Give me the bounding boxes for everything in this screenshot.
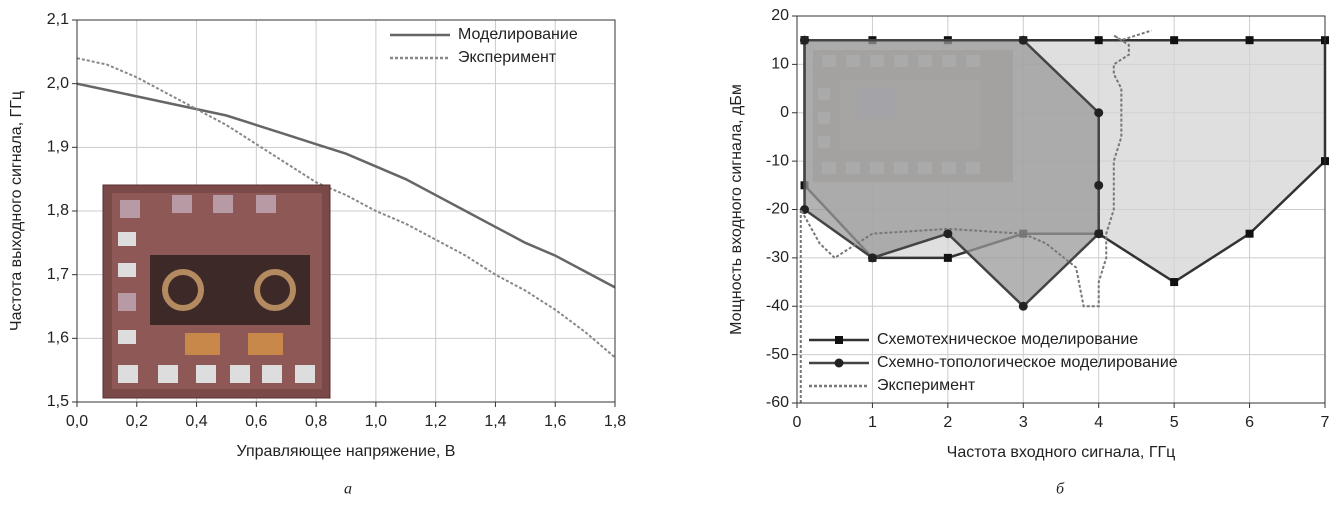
x-tick-label: 0,4 <box>185 413 207 430</box>
y-tick-label: -50 <box>766 346 789 363</box>
y-tick-label: -60 <box>766 394 789 411</box>
x-tick-label: 1,8 <box>604 413 626 430</box>
y-tick-label: 1,5 <box>47 393 69 410</box>
marker <box>1245 36 1254 45</box>
marker <box>1170 36 1179 45</box>
y-tick-label: -40 <box>766 297 789 314</box>
marker <box>1245 229 1254 238</box>
marker <box>1094 108 1104 118</box>
chip-photo-a <box>102 184 331 399</box>
line <box>76 82 616 289</box>
marker <box>943 253 952 262</box>
legend-label: Схемотехническое моделирование <box>877 331 1138 348</box>
legend-label: Схемно-топологическое моделирование <box>877 354 1178 371</box>
x-tick-label: 0,2 <box>126 413 148 430</box>
plot-frame <box>796 15 1326 404</box>
legend-label: Эксперимент <box>458 49 557 66</box>
legend-label: Эксперимент <box>877 377 976 394</box>
legend-marker <box>835 336 843 344</box>
x-tick-label: 2 <box>943 414 952 431</box>
x-tick-label: 3 <box>1019 414 1028 431</box>
marker <box>1094 180 1104 190</box>
marker <box>800 35 810 45</box>
x-tick-label: 0,0 <box>66 413 88 430</box>
y-tick-label: -20 <box>766 201 789 218</box>
x-tick-label: 1,0 <box>365 413 387 430</box>
y-tick-label: 2,1 <box>47 11 69 28</box>
legend-marker <box>834 358 844 368</box>
y-axis-title: Мощность входного сигнала, дБм <box>728 84 745 335</box>
y-tick-label: 20 <box>771 7 789 24</box>
x-axis-title: Управляющее напряжение, В <box>237 443 456 460</box>
marker <box>1094 36 1103 45</box>
line <box>799 29 1152 403</box>
x-tick-label: 4 <box>1094 414 1103 431</box>
y-tick-label: 0 <box>780 104 789 121</box>
y-tick-label: 10 <box>771 56 789 73</box>
x-tick-label: 0 <box>793 414 802 431</box>
legend-label: Моделирование <box>458 26 578 43</box>
line <box>76 57 616 359</box>
x-tick-label: 5 <box>1170 414 1179 431</box>
x-tick-label: 7 <box>1321 414 1330 431</box>
x-tick-label: 0,8 <box>305 413 327 430</box>
y-tick-label: 2,0 <box>47 75 69 92</box>
area <box>803 38 1100 308</box>
y-tick-label: 1,6 <box>47 330 69 347</box>
x-tick-label: 6 <box>1245 414 1254 431</box>
marker <box>1018 35 1028 45</box>
caption: а <box>344 481 352 498</box>
x-tick-label: 1,4 <box>484 413 506 430</box>
y-tick-label: 1,7 <box>47 266 69 283</box>
x-tick-label: 1,2 <box>425 413 447 430</box>
x-tick-label: 1 <box>868 414 877 431</box>
marker <box>1018 301 1028 311</box>
y-axis-title: Частота выходного сигнала, ГГц <box>8 91 25 331</box>
marker <box>1094 229 1104 239</box>
marker <box>867 253 877 263</box>
y-tick-label: 1,8 <box>47 202 69 219</box>
marker <box>1170 278 1179 287</box>
marker <box>943 229 953 239</box>
y-tick-label: -30 <box>766 249 789 266</box>
x-tick-label: 1,6 <box>544 413 566 430</box>
caption: б <box>1056 481 1065 498</box>
x-axis-title: Частота входного сигнала, ГГц <box>947 444 1176 461</box>
y-tick-label: -10 <box>766 152 789 169</box>
plot-frame <box>76 19 616 403</box>
x-tick-label: 0,6 <box>245 413 267 430</box>
y-tick-label: 1,9 <box>47 139 69 156</box>
